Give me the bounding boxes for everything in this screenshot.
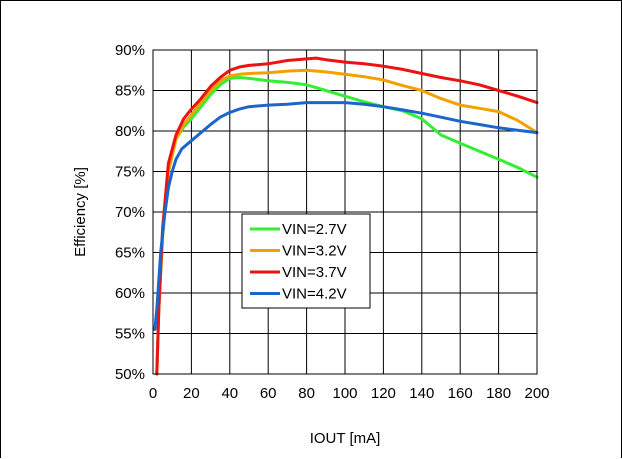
y-tick-label: 80%	[115, 123, 145, 140]
x-tick-label: 140	[409, 385, 434, 402]
series-line-1	[155, 68, 539, 376]
x-tick-label: 20	[183, 385, 200, 402]
series-group	[153, 56, 539, 376]
legend-label: VIN=4.2V	[282, 286, 347, 303]
x-tick-label: 200	[524, 385, 549, 402]
y-tick-label: 85%	[115, 83, 145, 100]
x-tick-labels: 0 20 40 60 80 100 120 140 160 180 200	[149, 385, 550, 402]
y-tick-labels: 50% 55% 60% 65% 70% 75% 80% 85% 90%	[115, 42, 145, 383]
x-tick-label: 60	[260, 385, 277, 402]
x-tick-label: 120	[371, 385, 396, 402]
series-line-3	[153, 101, 539, 331]
x-tick-label: 160	[448, 385, 473, 402]
y-tick-label: 50%	[115, 366, 145, 383]
x-tick-label: 40	[221, 385, 238, 402]
plot-border	[152, 49, 538, 375]
x-tick-label: 0	[149, 385, 157, 402]
y-tick-label: 65%	[115, 245, 145, 262]
legend-label: VIN=2.7V	[282, 221, 347, 238]
series-line-2	[155, 56, 539, 376]
y-tick-label: 90%	[115, 42, 145, 59]
y-axis-label: Efficiency [%]	[72, 167, 89, 257]
legend: VIN=2.7V VIN=3.2V VIN=3.7V VIN=4.2V	[241, 213, 371, 309]
x-axis-label: IOUT [mA]	[310, 430, 381, 447]
x-tick-label: 80	[298, 385, 315, 402]
x-tick-label: 180	[486, 385, 511, 402]
y-tick-label: 55%	[115, 326, 145, 343]
y-tick-label: 70%	[115, 204, 145, 221]
x-tick-label: 100	[332, 385, 357, 402]
y-tick-label: 75%	[115, 164, 145, 181]
legend-label: VIN=3.7V	[282, 264, 347, 281]
y-tick-label: 60%	[115, 285, 145, 302]
legend-label: VIN=3.2V	[282, 243, 347, 260]
